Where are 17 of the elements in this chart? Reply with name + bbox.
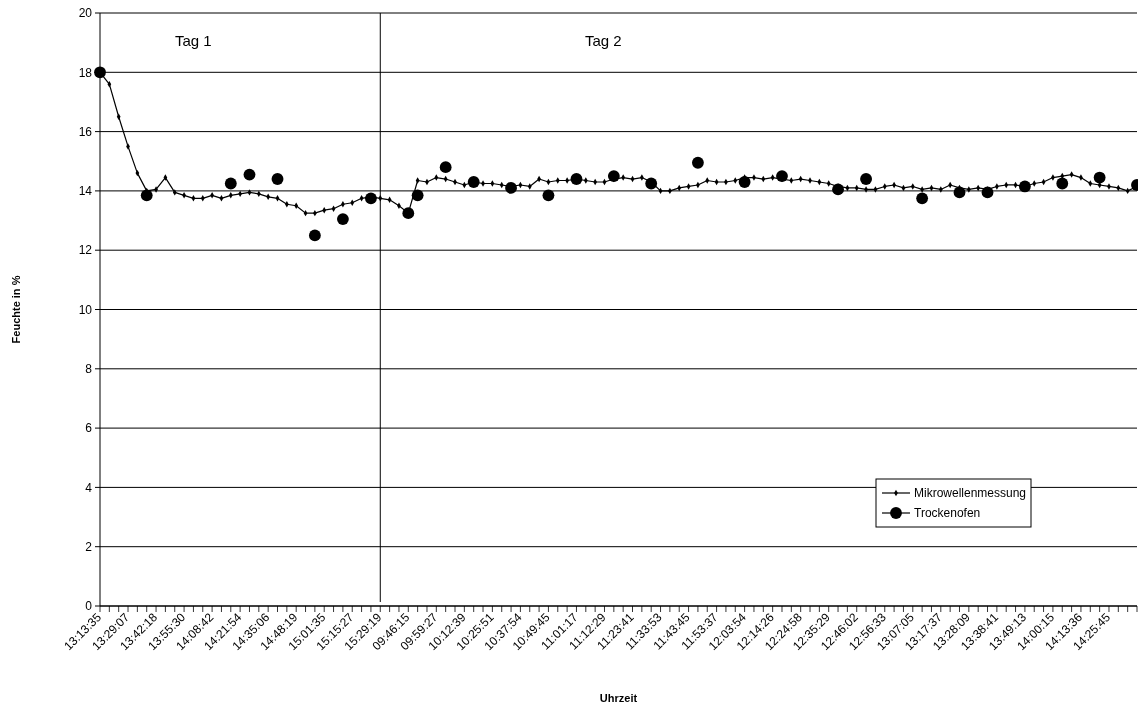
annotation: Tag 1 [175, 32, 212, 49]
y-tick-label: 20 [78, 6, 93, 21]
y-tick-label: 16 [78, 124, 93, 139]
y-tick-label: 2 [85, 539, 93, 554]
y-tick-label: 4 [85, 480, 93, 495]
y-tick-label: 14 [78, 184, 93, 199]
legend-label: Mikrowellenmessung [914, 486, 1027, 501]
y-tick-label: 6 [85, 421, 93, 436]
y-tick-label: 0 [85, 599, 93, 614]
y-tick-label: 18 [78, 65, 93, 80]
annotation: Tag 2 [585, 32, 622, 49]
y-tick-label: 12 [78, 243, 93, 258]
y-tick-label: 10 [78, 302, 93, 317]
x-axis-title: Uhrzeit [599, 692, 638, 704]
y-tick-label: 8 [85, 362, 93, 376]
legend-label: Trockenofen [914, 506, 981, 521]
y-axis-title: Feuchte in % [10, 275, 22, 344]
